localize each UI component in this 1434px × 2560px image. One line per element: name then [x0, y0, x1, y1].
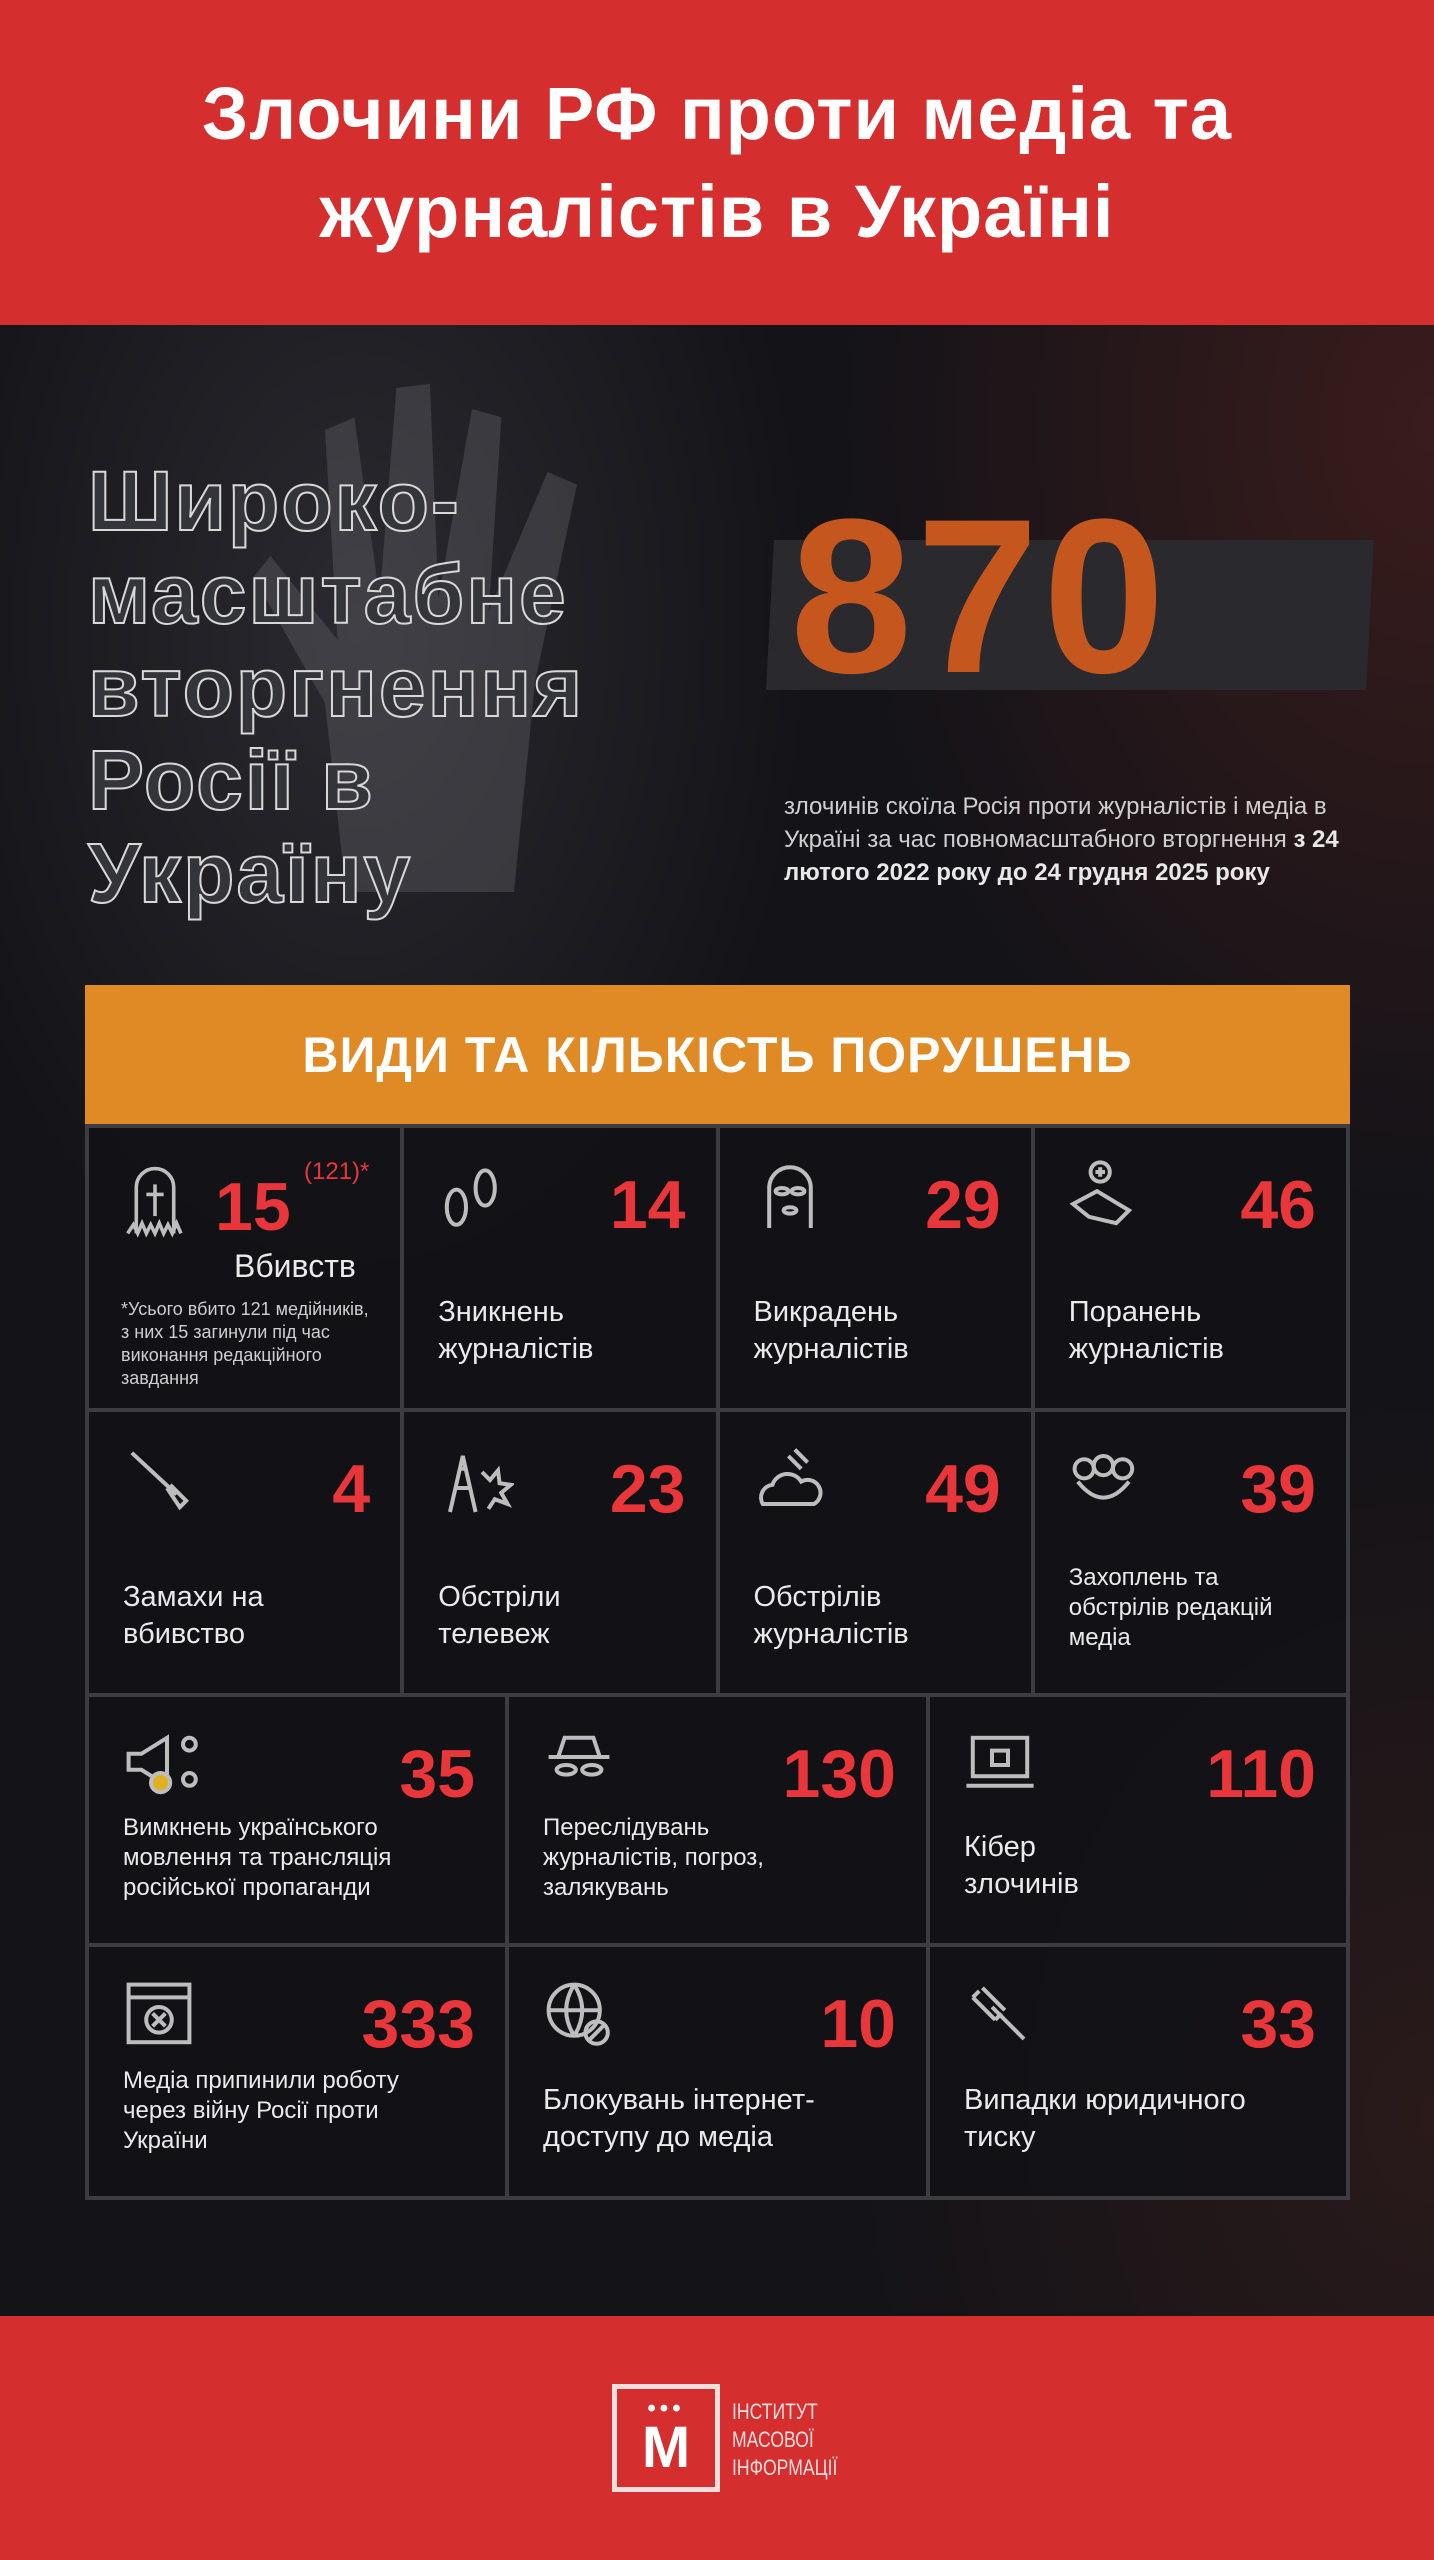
stat-number: 39 [1240, 1451, 1316, 1527]
footprints-icon [434, 1156, 514, 1236]
stat-label: Поранень журналістів [1068, 1296, 1224, 1365]
stat-number: 35 [399, 1736, 475, 1812]
stats-grid-top: 15 (121)* Вбивств *Усього вбито 121 меді… [85, 1124, 1350, 1697]
stat-number: 110 [1206, 1736, 1316, 1812]
stat-cell: 35 Вимкнень українського мовлення та тран… [87, 1695, 507, 1945]
tv-tower-explosion-icon [434, 1440, 516, 1520]
stat-label: Переслідувань журналістів, погроз, заляк… [543, 1814, 764, 1901]
invasion-outline-title: Широко- масштабне вторгнення Росії в Укр… [87, 454, 585, 921]
stat-cell: 39 Захоплень та обстрілів редакцій медіа [1032, 1410, 1348, 1695]
killed-number: 15 [215, 1169, 291, 1245]
stat-label: Блокувань інтернет-доступу до медіа [543, 2084, 815, 2153]
stat-number: 23 [609, 1451, 686, 1527]
wounded-hand-icon [1065, 1156, 1145, 1236]
outline-line: Росії в [87, 733, 375, 828]
gravestone-icon [119, 1166, 191, 1246]
stats-grid-bottom: 35 Вимкнень українського мовлення та тран… [85, 1693, 1350, 2200]
logo-text-line: МАСОВОЇ [732, 2427, 814, 2452]
stat-number: 29 [925, 1167, 1001, 1243]
gavel-icon [960, 1975, 1040, 2055]
stat-label: Медіа припинили роботу через війну Росії… [123, 2067, 399, 2154]
stat-cell: 29 Викрадень журналістів [717, 1126, 1033, 1410]
description-dates: з 24 лютого 2022 року до 24 грудня 2025 … [784, 826, 1339, 886]
killed-note: *Усього вбито 121 медійників, з них 15 з… [121, 1299, 369, 1388]
stat-number: 4 [332, 1451, 371, 1527]
laptop-hacker-icon [960, 1725, 1040, 1805]
stat-cell: 333 Медіа припинили роботу через війну Ро… [87, 1945, 507, 2198]
logo-text-line: ІНФОРМАЦІЇ [732, 2455, 838, 2480]
handprint-icon [253, 383, 577, 892]
spy-icon [539, 1725, 619, 1805]
imi-logo: ••• М [612, 2384, 720, 2492]
stat-cell: 4 Замахи на вбивство [87, 1410, 403, 1695]
outline-line: вторгнення [87, 640, 585, 735]
logo-letter: М [641, 2415, 691, 2480]
total-description: злочинів скоїла Росія проти журналістів … [784, 790, 1384, 889]
balaclava-icon [750, 1156, 830, 1236]
title-line-1: Злочини РФ проти медіа та [201, 71, 1233, 155]
description-text: злочинів скоїла Росія проти журналістів … [784, 793, 1327, 853]
stat-cell: 49 Обстрілів журналістів [717, 1410, 1033, 1695]
stat-label: Вимкнень українського мовлення та трансл… [123, 1814, 392, 1901]
section-title: ВИДИ ТА КІЛЬКІСТЬ ПОРУШЕНЬ [85, 985, 1350, 1124]
stat-label: Обстрілів журналістів [753, 1581, 909, 1650]
brass-knuckles-icon [1065, 1440, 1145, 1520]
outline-line: масштабне [87, 547, 568, 642]
stat-cell: 10 Блокувань інтернет-доступу до медіа [507, 1945, 928, 2198]
blocked-globe-icon [539, 1975, 619, 2055]
total-crimes: 870 [790, 473, 1170, 719]
stat-label: Кібер злочинів [964, 1831, 1079, 1900]
stat-number: 33 [1240, 1986, 1316, 2062]
knife-icon [119, 1440, 199, 1520]
outline-line: Широко- [87, 454, 461, 549]
stat-cell: 130 Переслідувань журналістів, погроз, за… [507, 1695, 928, 1945]
closed-media-icon [119, 1975, 199, 2055]
title-line-2: журналістів в Україні [319, 169, 1115, 253]
killed-total: (121)* [304, 1158, 370, 1185]
stat-label: Обстріли телевеж [438, 1581, 561, 1650]
stat-label: Випадки юридичного тиску [964, 2084, 1246, 2153]
stat-number: 130 [782, 1736, 896, 1812]
stat-number: 46 [1240, 1167, 1316, 1243]
megaphone-icon [119, 1725, 199, 1805]
stat-label: Замахи на вбивство [123, 1581, 264, 1650]
stat-number: 10 [820, 1986, 896, 2062]
stat-number: 333 [361, 1986, 475, 2062]
stat-cell: 110 Кібер злочинів [928, 1695, 1348, 1945]
stat-label: Захоплень та обстрілів редакцій медіа [1068, 1564, 1273, 1651]
logo-dots: ••• [647, 2395, 685, 2422]
logo-text: ІНСТИТУТ МАСОВОЇ ІНФОРМАЦІЇ [732, 2398, 837, 2482]
stat-label: Викрадень журналістів [753, 1296, 909, 1365]
stat-cell: 46 Поранень журналістів [1032, 1126, 1348, 1410]
logo-text-line: ІНСТИТУТ [732, 2399, 818, 2424]
stat-number: 49 [925, 1451, 1001, 1527]
stat-cell: 14 Зникнень журналістів [402, 1126, 718, 1410]
stat-cell: 23 Обстріли телевеж [402, 1410, 718, 1695]
stat-cell: 33 Випадки юридичного тиску [928, 1945, 1348, 2198]
stat-number: 14 [609, 1167, 686, 1243]
killed-label: Вбивств [234, 1248, 356, 1284]
stat-killed: 15 (121)* Вбивств *Усього вбито 121 меді… [87, 1126, 403, 1410]
header: Злочини РФ проти медіа та журналістів в … [0, 0, 1434, 325]
shelling-icon [750, 1440, 830, 1520]
outline-line: Україну [87, 826, 413, 921]
stat-label: Зникнень журналістів [438, 1296, 594, 1365]
